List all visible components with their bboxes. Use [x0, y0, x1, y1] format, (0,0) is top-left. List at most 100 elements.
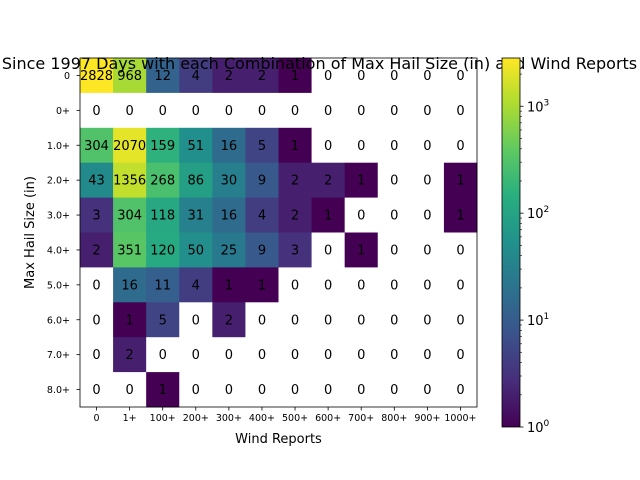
heatmap-cell: [410, 92, 445, 129]
heatmap-cell: [311, 162, 346, 199]
cell-value-label: 0: [258, 383, 266, 398]
heatmap-cell: [344, 232, 379, 268]
cell-value-label: 30: [221, 174, 238, 189]
heatmap-cell: [443, 162, 478, 199]
heatmap-cell: [278, 337, 313, 373]
heatmap-cell: [80, 58, 114, 94]
cell-value-label: 0: [423, 209, 431, 224]
heatmap-cell: [245, 372, 279, 408]
cell-value-label: 0: [390, 383, 398, 398]
cell-value-label: 0: [357, 313, 365, 328]
heatmap-cell: [245, 302, 279, 338]
heatmap-cell: [410, 267, 445, 303]
x-tick-label: 700+: [348, 413, 374, 424]
cell-value-label: 268: [150, 174, 175, 189]
cell-value-label: 4: [258, 209, 266, 224]
x-tick-label: 200+: [183, 413, 209, 424]
heatmap-cell: [146, 162, 180, 199]
heatmap-cell: [212, 267, 246, 303]
heatmap-cell: [212, 372, 246, 408]
cell-value-label: 2: [291, 209, 299, 224]
heatmap-cell: [146, 232, 180, 268]
cell-value-label: 0: [423, 174, 431, 189]
heatmap-cells: [80, 58, 478, 408]
cell-value-label: 351: [117, 243, 142, 258]
cell-value-label: 0: [390, 104, 398, 119]
cell-value-label: 0: [390, 209, 398, 224]
cell-value-label: 0: [456, 104, 464, 119]
cell-value-label: 0: [357, 104, 365, 119]
cell-value-label: 2: [291, 174, 299, 189]
heatmap-cell: [245, 232, 279, 268]
heatmap-cell: [311, 197, 346, 233]
heatmap-cell: [278, 267, 313, 303]
cell-value-label: 0: [423, 278, 431, 293]
x-tick-label: 600+: [315, 413, 341, 424]
cell-value-label: 1: [258, 278, 266, 293]
heatmap-cell: [80, 302, 114, 338]
heatmap-cell: [278, 162, 313, 199]
colorbar-ticks: 100 101 102 103: [520, 73, 550, 436]
heatmap-cell: [80, 232, 114, 268]
cell-value-label: 0: [192, 348, 200, 363]
heatmap-cell: [443, 58, 478, 94]
cell-value-label: 118: [150, 209, 175, 224]
heatmap-cell: [311, 267, 346, 303]
heatmap-cell: [80, 372, 114, 408]
heatmap-cell: [344, 267, 379, 303]
heatmap-cell: [245, 162, 279, 199]
cell-value-label: 0: [423, 313, 431, 328]
heatmap-cell: [80, 92, 114, 129]
cell-value-label: 43: [88, 174, 105, 189]
cell-value-label: 16: [121, 278, 138, 293]
cell-value-label: 0: [390, 139, 398, 154]
cell-value-label: 16: [221, 139, 238, 154]
cell-value-label: 2: [258, 69, 266, 84]
y-axis-label: Max Hail Size (in): [23, 176, 38, 289]
colorbar-tick-label: 100: [527, 419, 550, 436]
cell-value-label: 0: [324, 313, 332, 328]
heatmap-cell: [245, 92, 279, 129]
cell-value-label: 1356: [113, 174, 146, 189]
heatmap-cell: [179, 197, 213, 233]
heatmap-cell: [146, 372, 180, 408]
cell-value-label: 9: [258, 243, 266, 258]
cell-value-label: 2: [225, 313, 233, 328]
heatmap-cell: [179, 337, 213, 373]
cell-value-label: 0: [390, 313, 398, 328]
heatmap-cell: [443, 92, 478, 129]
cell-value-label: 2070: [113, 139, 146, 154]
cell-value-label: 1: [456, 209, 464, 224]
heatmap-cell: [113, 197, 147, 233]
cell-value-label: 0: [291, 278, 299, 293]
heatmap-cell: [146, 302, 180, 338]
x-tick-label: 100+: [150, 413, 176, 424]
cell-value-label: 2: [125, 348, 133, 363]
heatmap-cell: [212, 92, 246, 129]
cell-value-label: 968: [117, 69, 142, 84]
heatmap-cell: [443, 197, 478, 233]
heatmap-cell: [113, 372, 147, 408]
heatmap-cell: [344, 302, 379, 338]
heatmap-cell: [80, 127, 114, 164]
y-tick-label: 4.0+: [47, 245, 70, 256]
cell-value-label: 0: [324, 243, 332, 258]
cell-value-label: 5: [159, 313, 167, 328]
heatmap-cell: [344, 197, 379, 233]
heatmap-cell: [113, 232, 147, 268]
heatmap-cell: [212, 302, 246, 338]
heatmap-cell: [212, 337, 246, 373]
cell-value-label: 0: [192, 383, 200, 398]
cell-value-label: 0: [390, 278, 398, 293]
cell-value-label: 1: [125, 313, 133, 328]
heatmap-cell: [212, 197, 246, 233]
colorbar-tick-label: 102: [527, 205, 549, 222]
cell-value-label: 0: [456, 69, 464, 84]
heatmap-cell: [278, 302, 313, 338]
heatmap-cell: [443, 302, 478, 338]
heatmap-cell: [377, 372, 412, 408]
heatmap-cell: [377, 127, 412, 164]
cell-value-label: 0: [125, 383, 133, 398]
